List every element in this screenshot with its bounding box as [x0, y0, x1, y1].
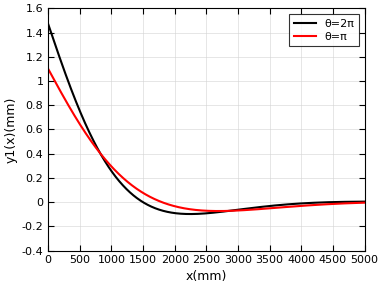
Y-axis label: y1(x)(mm): y1(x)(mm) — [5, 96, 18, 163]
Legend: θ=2π, θ=π: θ=2π, θ=π — [289, 14, 359, 46]
X-axis label: x(mm): x(mm) — [186, 269, 227, 283]
